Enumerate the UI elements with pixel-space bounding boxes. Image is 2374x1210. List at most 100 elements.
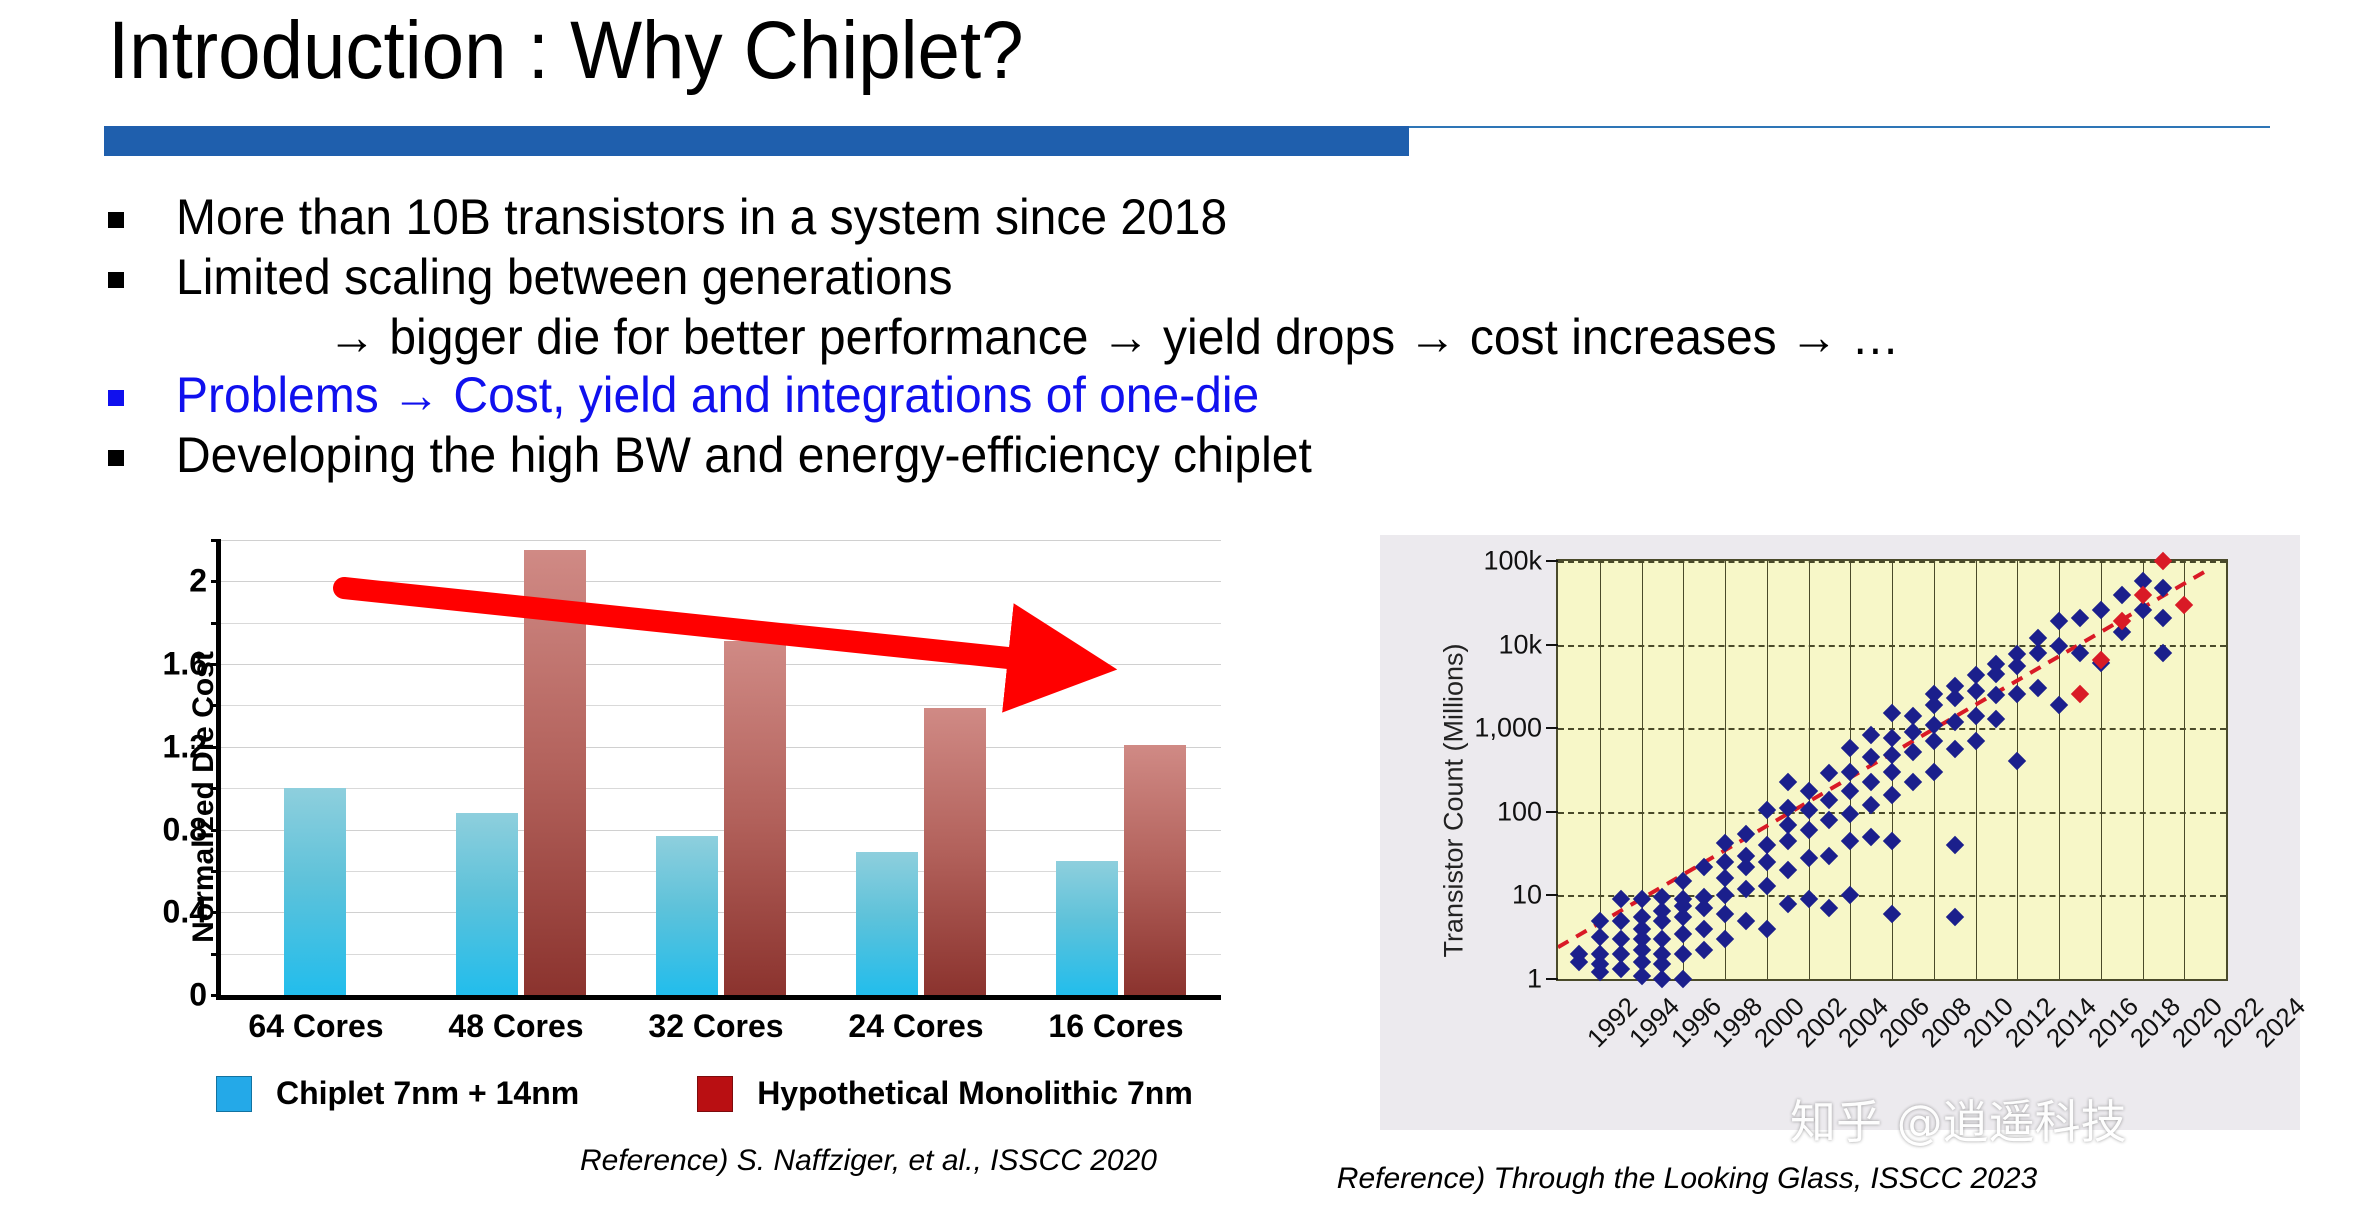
scatter-point [1799, 848, 1818, 868]
gridline [221, 829, 1221, 831]
scatter-point [1903, 706, 1923, 726]
title-accent-bar [104, 126, 1409, 156]
scatter-point [1757, 800, 1776, 820]
scatter-point [1841, 886, 1860, 905]
y-axis-tick-label: 1.6 [162, 645, 207, 682]
y-axis-tick [211, 621, 221, 625]
y-axis-tick [211, 911, 221, 915]
scatter-point [1882, 785, 1902, 804]
bullet-list: More than 10B transistors in a system si… [108, 188, 2308, 486]
scatter-point [2008, 684, 2027, 703]
y-axis-tick [211, 952, 221, 956]
gridline [221, 540, 1221, 541]
y-axis-title: Transistor Count (Millions) [1438, 643, 1469, 958]
scatter-point [1903, 722, 1923, 742]
gridline [221, 581, 1221, 583]
legend-item-chiplet: Chiplet 7nm + 14nm [216, 1075, 579, 1112]
scatter-point [1694, 919, 1714, 938]
scatter-point [1945, 907, 1964, 927]
scatter-point [2008, 751, 2027, 770]
scatter-point [1715, 852, 1735, 872]
y-axis-tick [211, 994, 221, 997]
transistor-count-scatter-chart: Transistor Count (Millions) 1 10 100 1,000 1… [1380, 535, 2311, 1130]
bar-monolithic [724, 641, 786, 995]
bullet-square-icon [108, 212, 124, 228]
scatter-point [2028, 679, 2048, 698]
legend-label: Chiplet 7nm + 14nm [276, 1075, 580, 1111]
scatter-point [1778, 772, 1797, 791]
bar-chart-legend: Chiplet 7nm + 14nm Hypothetical Monolith… [216, 1075, 1193, 1112]
scatter-point [1799, 821, 1818, 840]
scatter-point [1611, 890, 1630, 909]
scatter-point [2112, 585, 2131, 605]
scatter-point [1736, 846, 1756, 865]
y-axis-tick-label: 1 [1526, 963, 1542, 994]
gridline [2100, 561, 2102, 979]
x-axis-tick-label: 64 Cores [248, 1008, 384, 1044]
scatter-point [1632, 890, 1651, 909]
scatter-point [1841, 738, 1860, 758]
x-axis-tick-label: 16 Cores [1048, 1008, 1184, 1044]
x-axis-tick-label: 48 Cores [448, 1008, 584, 1044]
bullet-text: Developing the high BW and energy-effici… [176, 427, 1312, 483]
scatter-point [1882, 831, 1902, 850]
x-axis-tick-label: 2024 [2248, 991, 2312, 1054]
bullet-square-icon [108, 390, 124, 406]
y-axis-tick-label: 100k [1483, 545, 1542, 576]
scatter-point [1757, 835, 1776, 855]
die-cost-bar-chart: Normalized Die Cost 0 0.4 0.8 1.2 1.6 2 Chipl… [90, 530, 1270, 1210]
scatter-point [1841, 804, 1860, 823]
x-axis-tick-label: 24 Cores [848, 1008, 984, 1044]
y-axis-tick [211, 828, 221, 832]
y-axis-tick [211, 580, 221, 584]
scatter-point [1841, 782, 1860, 801]
scatter-point [1611, 911, 1630, 930]
bar-chiplet [284, 788, 346, 995]
y-axis-tick-label: 10k [1498, 629, 1542, 660]
legend-item-monolithic: Hypothetical Monolithic 7nm [697, 1075, 1193, 1112]
y-axis-tick [211, 539, 221, 542]
gridline [221, 705, 1221, 707]
y-axis-tick [1546, 978, 1558, 980]
scatter-point [1715, 886, 1735, 905]
scatter-point [1799, 782, 1818, 801]
legend-label: Hypothetical Monolithic 7nm [757, 1075, 1193, 1111]
scatter-point [1674, 924, 1693, 943]
scatter-point [1820, 846, 1839, 865]
scatter-point [1715, 904, 1735, 924]
scatter-point [1924, 684, 1943, 703]
scatter-point [1778, 799, 1797, 818]
list-item: Developing the high BW and energy-effici… [108, 426, 2308, 484]
bullet-square-icon [108, 450, 124, 466]
y-axis-tick [211, 745, 221, 749]
scatter-point [2154, 551, 2173, 571]
scatter-point [1903, 742, 1923, 762]
scatter-point [1861, 747, 1881, 767]
legend-swatch-icon [697, 1075, 734, 1112]
y-axis-tick-label: 10 [1511, 879, 1542, 910]
bar-monolithic [924, 707, 986, 995]
gridline [2184, 561, 2186, 979]
list-item: Limited scaling between generations [108, 248, 2308, 306]
scatter-point [2049, 695, 2069, 715]
gridline [221, 912, 1221, 914]
scatter-point [1715, 834, 1735, 853]
gridline [1766, 561, 1768, 979]
bar-chiplet [1056, 860, 1118, 995]
gridline [221, 788, 1221, 790]
scatter-point [1736, 824, 1756, 843]
bullet-sub-line: → bigger die for better performance → yi… [328, 309, 1900, 365]
scatter-point [2070, 684, 2090, 703]
bar-chiplet [856, 852, 918, 995]
scatter-point [1694, 941, 1714, 960]
scatter-point [2154, 608, 2173, 627]
scatter-point [2091, 600, 2110, 620]
scatter-point [2091, 651, 2110, 670]
list-item: More than 10B transistors in a system si… [108, 188, 2308, 246]
scatter-point [1924, 731, 1943, 751]
x-axis-tick-label: 32 Cores [648, 1008, 784, 1044]
scatter-point [1715, 869, 1735, 888]
y-axis-tick-label: 1,000 [1474, 712, 1542, 743]
bar-monolithic [1124, 744, 1186, 995]
scatter-point [1757, 919, 1776, 938]
